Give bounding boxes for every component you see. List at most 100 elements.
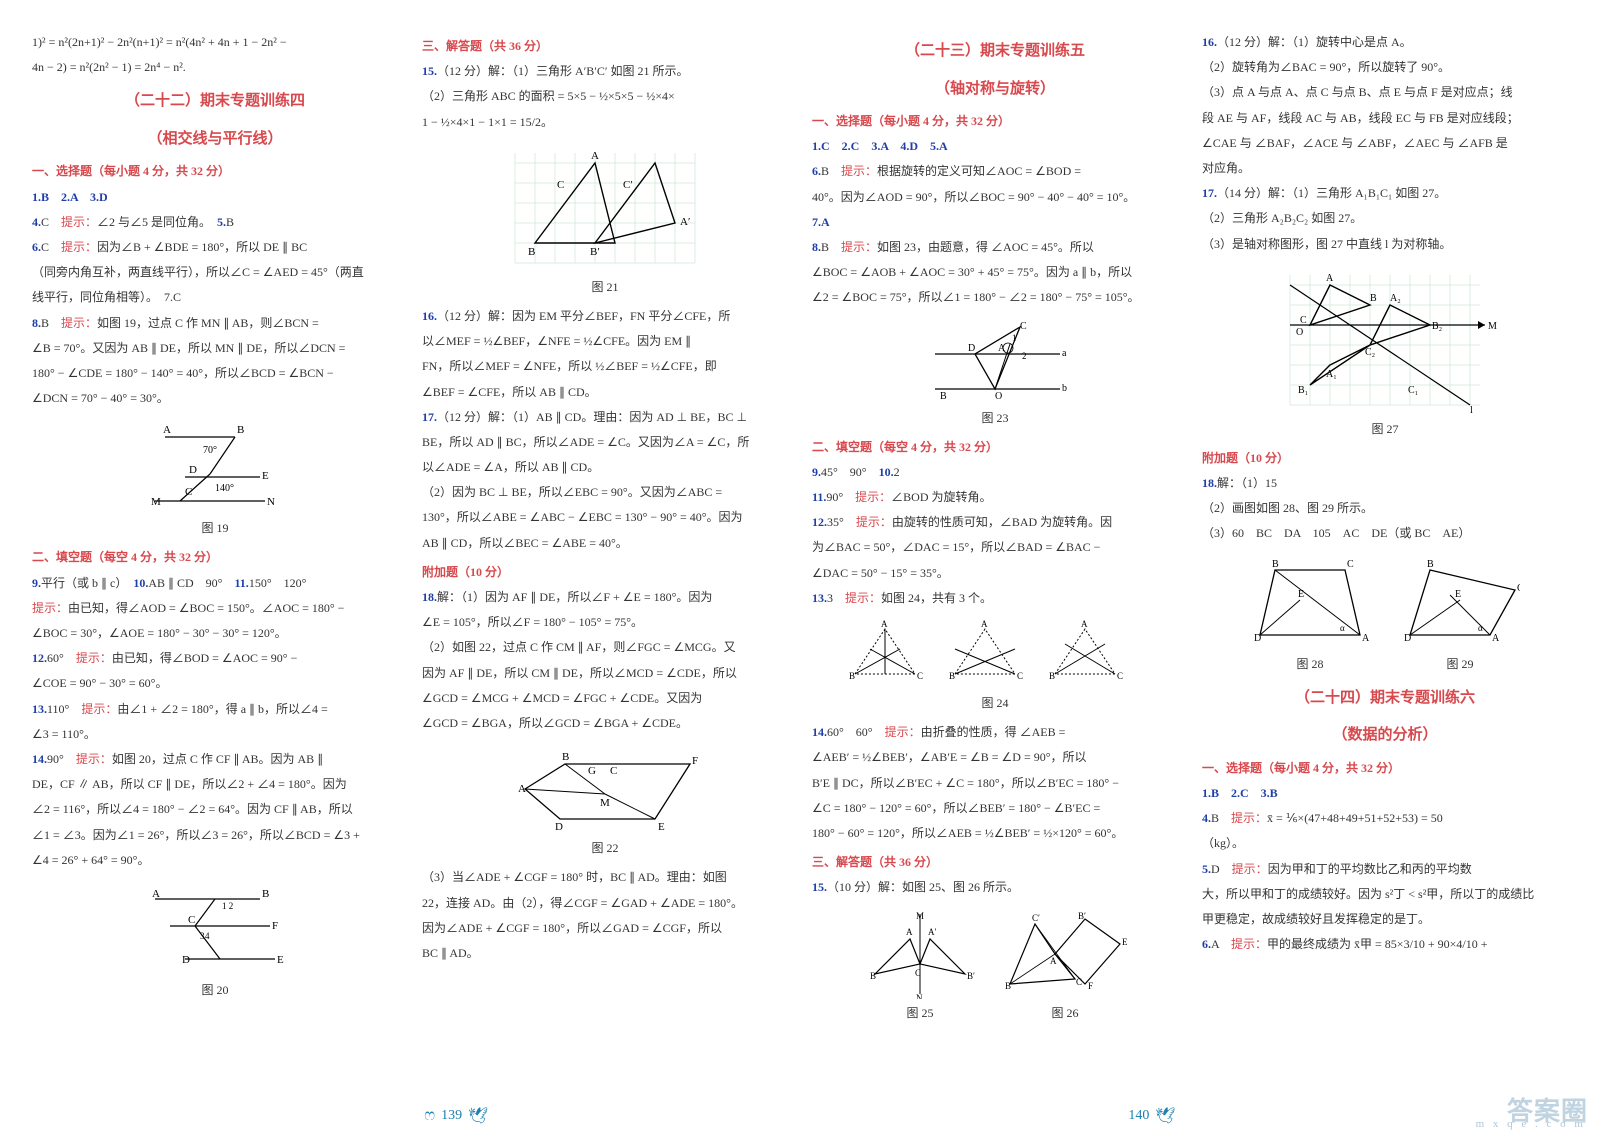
svg-text:C: C — [917, 671, 923, 681]
svg-text:A′: A′ — [928, 927, 936, 937]
svg-text:E: E — [1455, 589, 1461, 600]
svg-text:D: D — [182, 954, 190, 966]
text: ∠AEB′ = ½∠BEB′，∠AB′E = ∠B = ∠D = 90°，所以 — [812, 745, 1178, 770]
svg-text:B: B — [849, 671, 855, 681]
text: BC ∥ AD。 — [422, 941, 788, 966]
text: 大，所以甲和丁的成绩较好。因为 s²丁 < s²甲，所以丁的成绩比 — [1202, 882, 1568, 907]
answer-line: 6.B 提示：根据旋转的定义可知∠AOC = ∠BOD = — [812, 159, 1178, 184]
column-3: （二十三）期末专题训练五 （轴对称与旋转） 一、选择题（每小题 4 分，共 32… — [800, 30, 1190, 1094]
answer-line: 11.90° 提示：∠BOD 为旋转角。 — [812, 485, 1178, 510]
answer-line: 9.平行（或 b ∥ c） 10.AB ∥ CD 90° 11.150° 120… — [32, 571, 398, 596]
figure-22: A B G C F M D E 图 22 — [422, 744, 788, 861]
svg-text:140°: 140° — [215, 483, 234, 494]
svg-text:B: B — [1370, 293, 1377, 304]
svg-text:A: A — [906, 927, 913, 937]
column-1: 1)² = n²(2n+1)² − 2n²(n+1)² = n²(4n² + 4… — [20, 30, 410, 1094]
text: （2）因为 BC ⊥ BE，所以∠EBC = 90°。又因为∠ABC = — [422, 480, 788, 505]
section-heading: 一、选择题（每小题 4 分，共 32 分） — [812, 109, 1178, 134]
text: ∠1 = ∠3。因为∠1 = 26°，所以∠3 = 26°，所以∠BCD = ∠… — [32, 823, 398, 848]
svg-text:α: α — [1340, 623, 1345, 633]
text: 22，连接 AD。由（2），得∠CGF = ∠GAD + ∠ADE = 180°… — [422, 891, 788, 916]
extra-heading: 附加题（10 分） — [1202, 446, 1568, 471]
svg-text:1: 1 — [1012, 333, 1017, 343]
svg-text:N: N — [916, 993, 923, 999]
answer-line: 1.C 2.C 3.A 4.D 5.A — [812, 134, 1178, 159]
answer-line: 5.D 提示：因为甲和丁的平均数比乙和丙的平均数 — [1202, 857, 1568, 882]
figure-caption: 图 23 — [812, 406, 1178, 431]
svg-text:C: C — [188, 914, 195, 926]
svg-text:C: C — [185, 486, 192, 498]
figure-caption: 图 28 — [1250, 652, 1370, 677]
chapter-subtitle: （轴对称与旋转） — [812, 74, 1178, 106]
dove-icon: 🕊 — [1155, 1106, 1175, 1126]
svg-text:1 2: 1 2 — [222, 901, 233, 911]
text: ∠E = 105°，所以∠F = 180° − 105° = 75°。 — [422, 610, 788, 635]
svg-text:F: F — [1088, 981, 1093, 991]
text: ∠DAC = 50° − 15° = 35°。 — [812, 561, 1178, 586]
text: 为∠BAC = 50°，∠DAC = 15°，所以∠BAD = ∠BAC − — [812, 535, 1178, 560]
figure-caption: 图 20 — [32, 978, 398, 1003]
svg-text:b: b — [1062, 383, 1067, 394]
text: （2）三角形 ABC 的面积 = 5×5 − ½×5×5 − ½×4× — [422, 84, 788, 109]
svg-text:B: B — [1049, 671, 1055, 681]
text: ∠DCN = 70° − 40° = 30°。 — [32, 386, 398, 411]
answer-line: 4.C 提示：4.C 提示：∠2 与∠5 是同位角。 5.B∠2 与∠5 是同位… — [32, 210, 398, 235]
column-2: 三、解答题（共 36 分） 15.（12 分）解：（1）三角形 A′B′C′ 如… — [410, 30, 800, 1094]
svg-text:M: M — [1488, 321, 1497, 332]
svg-text:A: A — [1050, 956, 1057, 966]
page-number-right: 140🕊 — [1128, 1106, 1175, 1126]
figure-caption: 图 26 — [1000, 1001, 1130, 1026]
svg-text:E: E — [277, 954, 284, 966]
answer-line: 14.90° 提示：如图 20，过点 C 作 CF ∥ AB。因为 AB ∥ — [32, 747, 398, 772]
svg-text:A₂: A₂ — [1390, 293, 1401, 304]
figure-caption: 图 19 — [32, 516, 398, 541]
svg-text:A: A — [1362, 633, 1370, 644]
text: DE，CF ∥ AB，所以 CF ∥ DE，所以∠2 + ∠4 = 180°。因… — [32, 772, 398, 797]
text: FN，所以∠MEF = ∠NFE，所以 ½∠BEF = ½∠CFE，即 — [422, 354, 788, 379]
svg-text:2: 2 — [1022, 351, 1027, 361]
svg-text:C: C — [610, 765, 617, 777]
text: 以∠MEF = ½∠BEF，∠NFE = ½∠CFE。因为 EM ∥ — [422, 329, 788, 354]
section-heading: 二、填空题（每空 4 分，共 32 分） — [812, 435, 1178, 460]
svg-text:A: A — [1492, 633, 1500, 644]
text: ∠3 = 110°。 — [32, 722, 398, 747]
svg-text:B: B — [562, 751, 569, 763]
answer-line: 1.B 2.A 3.D — [32, 185, 398, 210]
svg-text:A: A — [981, 619, 988, 629]
figure-caption: 图 24 — [812, 691, 1178, 716]
answer-line: 8.B 提示：如图 19，过点 C 作 MN ∥ AB，则∠BCN = — [32, 311, 398, 336]
svg-text:B′: B′ — [1078, 911, 1086, 921]
page-spread: 1)² = n²(2n+1)² − 2n²(n+1)² = n²(4n² + 4… — [0, 0, 1600, 1134]
figure-caption: 图 29 — [1400, 652, 1520, 677]
text: （3）60 BC DA 105 AC DE（或 BC AE） — [1202, 521, 1568, 546]
svg-text:O: O — [1296, 327, 1303, 338]
text: ∠BOC = ∠AOB + ∠AOC = 30° + 45° = 75°。因为 … — [812, 260, 1178, 285]
section-heading: 三、解答题（共 36 分） — [422, 34, 788, 59]
text: 40°。因为∠AOD = 90°，所以∠BOC = 90° − 40° − 40… — [812, 185, 1178, 210]
column-4: 16.（12 分）解：（1）旋转中心是点 A。 （2）旋转角为∠BAC = 90… — [1190, 30, 1580, 1094]
text: 130°，所以∠ABE = ∠ABC − ∠EBC = 130° − 90° =… — [422, 505, 788, 530]
answer-line: 15.（10 分）解：如图 25、图 26 所示。 — [812, 875, 1178, 900]
figure-19: A B 70° D E 140° M C N 图 19 — [32, 419, 398, 541]
text: （2）旋转角为∠BAC = 90°，所以旋转了 90°。 — [1202, 55, 1568, 80]
svg-text:C′: C′ — [623, 179, 633, 191]
svg-text:C₂: C₂ — [1365, 347, 1375, 358]
svg-text:B: B — [1427, 559, 1434, 570]
figure-28-29: BC DA E α 图 28 BC DA E α 图 29 — [1202, 555, 1568, 677]
text: 提示：由已知，得∠AOD = ∠BOC = 150°。∠AOC = 180° − — [32, 596, 398, 621]
text: ∠COE = 90° − 30° = 60°。 — [32, 671, 398, 696]
svg-text:F: F — [272, 920, 278, 932]
figure-23: C 1 D A 2 a B O b 图 23 — [812, 319, 1178, 431]
svg-text:A: A — [152, 888, 160, 900]
text: ∠GCD = ∠MCG + ∠MCD = ∠FGC + ∠CDE。又因为 — [422, 686, 788, 711]
svg-text:B: B — [1005, 981, 1011, 991]
text: 180° − ∠CDE = 180° − 140° = 40°，所以∠BCD =… — [32, 361, 398, 386]
text: ∠GCD = ∠BGA，所以∠GCD = ∠BGA + ∠CDE。 — [422, 711, 788, 736]
text: 180° − 60° = 120°，所以∠AEB = ½∠BEB′ = ½×12… — [812, 821, 1178, 846]
text: （2）如图 22，过点 C 作 CM ∥ AF，则∠FGC = ∠MCG。又 — [422, 635, 788, 660]
section-heading: 一、选择题（每小题 4 分，共 32 分） — [32, 159, 398, 184]
svg-text:M: M — [916, 911, 924, 921]
answer-line: 1.B 2.C 3.B — [1202, 781, 1568, 806]
watermark-url: m x q e . c o m — [1476, 1118, 1586, 1130]
dove-icon: ෆ — [424, 1107, 435, 1125]
